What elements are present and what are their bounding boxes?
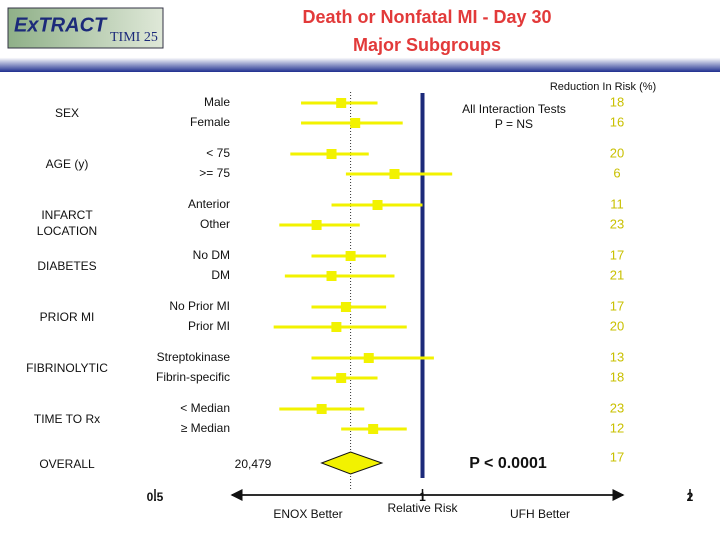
reduction-value: 20 (610, 145, 624, 160)
subgroup-label: DM (211, 268, 230, 282)
subgroup-label: Prior MI (188, 319, 230, 333)
point-estimate (311, 220, 322, 230)
subgroup-label: Anterior (188, 197, 230, 211)
subgroup-label: ≥ Median (181, 421, 230, 435)
overall-diamond (320, 451, 384, 475)
point-estimate (336, 98, 347, 108)
point-estimate (350, 118, 361, 128)
point-estimate (345, 251, 356, 261)
reduction-value: 16 (610, 114, 624, 129)
subgroup-label: < 75 (206, 146, 230, 160)
reduction-value: 20 (610, 318, 624, 333)
reduction-value: 17 (610, 247, 624, 262)
point-estimate (340, 302, 351, 312)
subgroup-label: Female (190, 115, 230, 129)
chart-title: Death or Nonfatal MI - Day 30 (302, 7, 551, 27)
x-tick-label: 0.5 (147, 490, 164, 504)
subgroup-label: No Prior MI (169, 299, 230, 313)
group-label: TIME TO Rx (33, 412, 101, 426)
point-estimate (336, 373, 347, 383)
interaction-note: P = NS (495, 117, 533, 131)
reduction-value: 13 (610, 349, 624, 364)
subgroup-label: < Median (180, 401, 230, 415)
subgroup-label: No DM (193, 248, 230, 262)
x-tick-label: 1 (419, 490, 426, 504)
point-estimate (331, 322, 342, 332)
reduction-value: 17 (610, 449, 624, 464)
reduction-value: 12 (610, 420, 624, 435)
left-note: ENOX Better (273, 507, 342, 521)
point-estimate (389, 169, 400, 179)
reduction-value: 21 (610, 267, 624, 282)
point-estimate (372, 200, 383, 210)
interaction-note: All Interaction Tests (462, 102, 566, 116)
reduction-value: 6 (613, 165, 620, 180)
overall-p: P < 0.0001 (469, 455, 547, 472)
point-estimate (363, 353, 374, 363)
logo-sub: TIMI 25 (110, 30, 158, 45)
reduction-value: 23 (610, 216, 624, 231)
subgroup-label: Male (204, 95, 230, 109)
group-label: DIABETES (37, 259, 97, 273)
reduction-value: 23 (610, 400, 624, 415)
subgroup-label: Fibrin-specific (156, 370, 230, 384)
point-estimate (326, 271, 337, 281)
reduction-header: Reduction In Risk (%) (550, 81, 656, 93)
right-note: UFH Better (510, 507, 570, 521)
overall-n: 20,479 (235, 457, 272, 471)
group-label: PRIOR MI (39, 310, 95, 324)
subgroup-label: >= 75 (199, 166, 230, 180)
point-estimate (368, 424, 379, 434)
subgroup-label: Other (200, 217, 230, 231)
logo-box (7, 7, 164, 49)
group-label: AGE (y) (45, 157, 89, 171)
point-estimate (316, 404, 327, 414)
reduction-value: 17 (610, 298, 624, 313)
point-estimate (326, 149, 337, 159)
chart-subtitle: Major Subgroups (353, 35, 501, 55)
group-label: INFARCT LOCATION (36, 208, 98, 238)
reduction-value: 18 (610, 369, 624, 384)
x-tick-label: 2 (687, 490, 694, 504)
subgroup-label: Streptokinase (157, 350, 231, 364)
x-axis-label: Relative Risk (387, 501, 458, 515)
reduction-value: 18 (610, 94, 624, 109)
group-label: SEX (54, 106, 79, 120)
group-label: FIBRINOLYTIC (26, 361, 108, 375)
reduction-value: 11 (610, 196, 624, 211)
logo: ExTRACT (14, 14, 108, 36)
overall-label: OVERALL (39, 457, 95, 471)
